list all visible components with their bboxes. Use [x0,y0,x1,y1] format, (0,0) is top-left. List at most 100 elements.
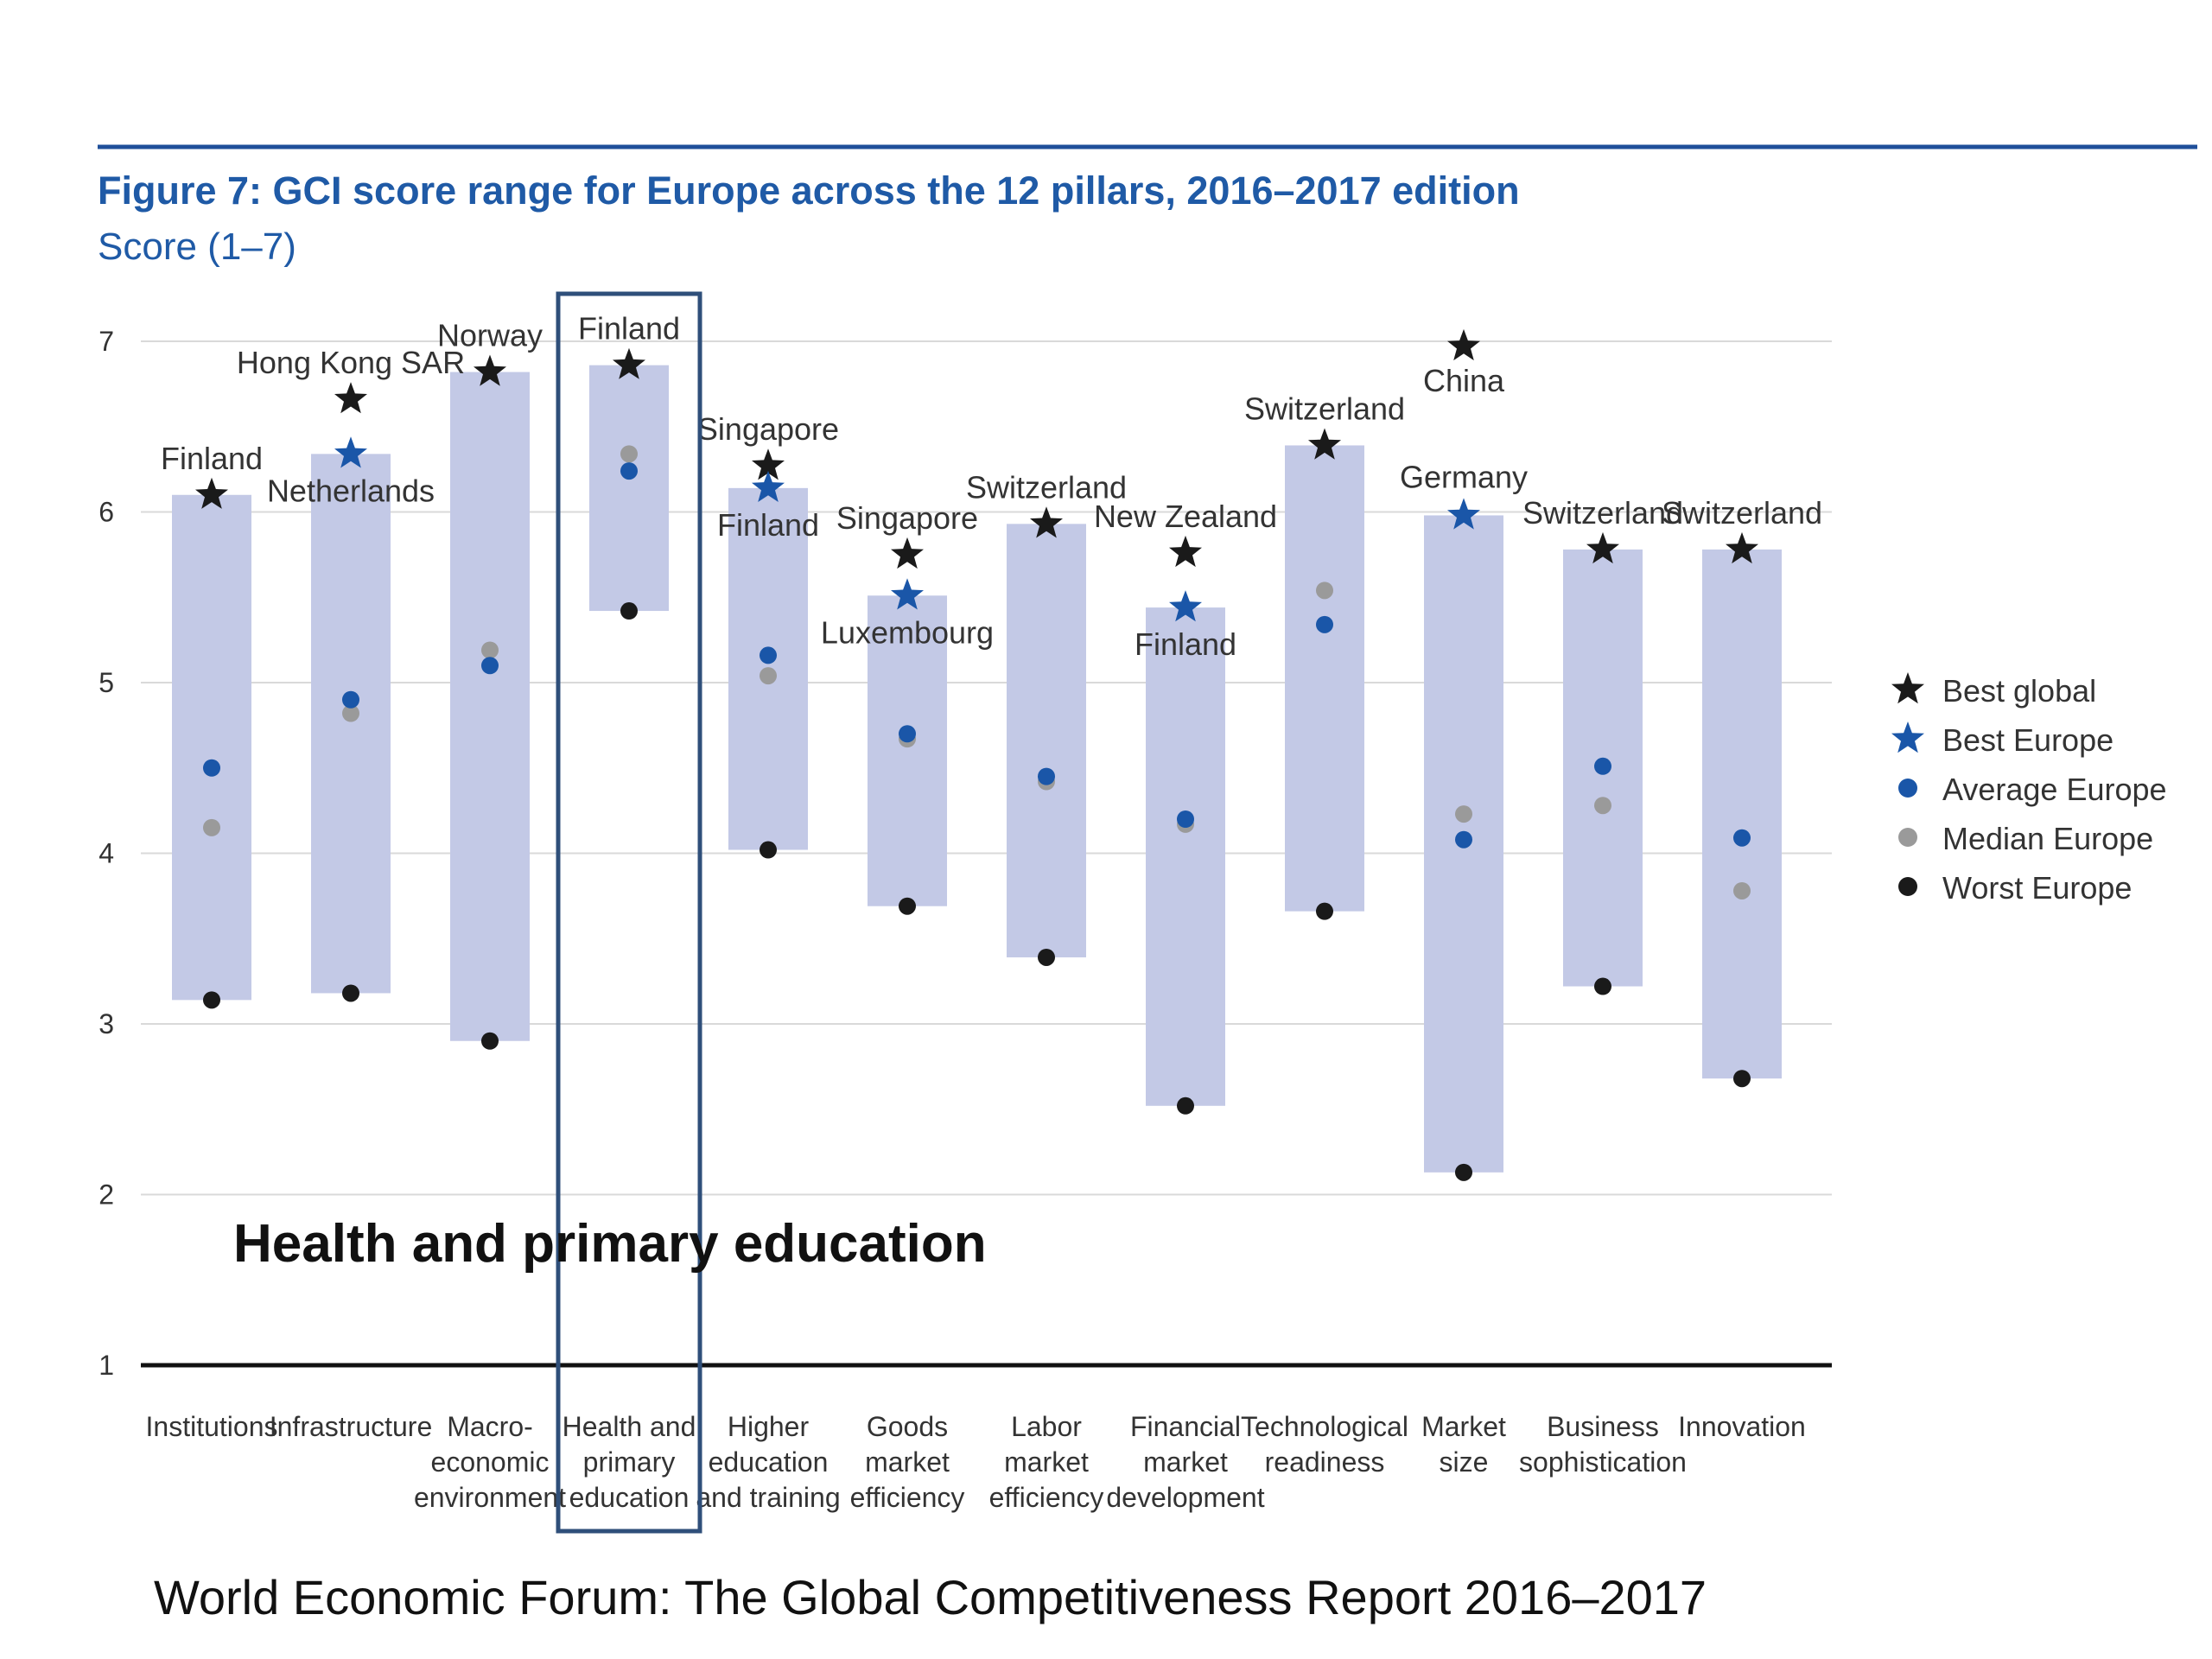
worst-europe-point [1455,1163,1472,1181]
legend-label: Worst Europe [1942,870,2132,906]
best-global-country-label: Hong Kong SAR [237,345,465,380]
worst-europe-point [481,1032,499,1050]
y-tick-label: 6 [99,497,114,528]
median-europe-point [620,445,638,463]
category-label: efficiency [989,1482,1104,1513]
source-note: World Economic Forum: The Global Competi… [154,1570,1707,1624]
best-europe-star [752,470,785,502]
legend-worst_europe-dot-icon [1898,877,1917,896]
best-global-star [1586,531,1619,564]
worst-europe-point [620,602,638,620]
best-global-country-label: Switzerland [1244,391,1405,426]
range-band [172,494,251,1001]
worst-europe-point [1733,1070,1751,1088]
median-europe-point [203,818,220,836]
category-label: Goods [867,1411,948,1442]
average-europe-point [1733,829,1751,847]
best-europe-star [334,436,367,468]
category-label: development [1106,1482,1264,1513]
markers [195,328,1758,1181]
median-europe-point [1455,805,1472,823]
range-band [589,365,669,612]
legend-label: Best global [1942,673,2096,709]
legend-best_europe-star-icon [1891,721,1924,753]
average-europe-point [760,646,777,664]
category-label: Macro- [447,1411,533,1442]
best-europe-star [1447,498,1480,530]
category-label: primary [583,1446,676,1478]
category-label: Infrastructure [270,1411,433,1442]
average-europe-point [1177,810,1194,828]
category-label: economic [431,1446,550,1478]
category-label: Labor [1011,1411,1082,1442]
callout-label: Health and primary education [233,1214,987,1274]
best-global-star [1030,506,1063,538]
category-label: Health and [563,1411,696,1442]
y-tick-label: 4 [99,838,114,869]
y-tick-label: 1 [99,1350,114,1381]
best-europe-country-label: Finland [1135,626,1236,662]
legend-best_global-star-icon [1891,672,1924,704]
best-global-star [1308,428,1341,460]
best-global-country-label: China [1423,363,1505,398]
y-tick-label: 5 [99,667,114,698]
best-global-star [1726,531,1758,564]
average-europe-point [481,657,499,675]
best-global-star [613,347,645,379]
legend-median_europe-dot-icon [1898,828,1917,847]
worst-europe-point [1594,977,1611,995]
category-label: Higher [728,1411,810,1442]
average-europe-point [620,462,638,480]
category-label: Market [1421,1411,1506,1442]
y-tick-label: 7 [99,326,114,357]
range-band [450,372,530,1041]
category-label: market [865,1446,950,1478]
best-europe-country-label: Netherlands [267,473,435,508]
category-label: size [1440,1446,1489,1478]
highlight-box [556,291,702,1534]
median-europe-point [760,667,777,685]
worst-europe-point [899,897,916,915]
best-global-star [891,537,924,569]
median-europe-point [1316,582,1333,600]
best-europe-country-label: Luxembourg [821,614,994,650]
best-global-star [334,382,367,414]
worst-europe-point [1316,902,1333,920]
category-label: Technological [1241,1411,1408,1442]
best-global-star [1447,328,1480,361]
category-label: and training [696,1482,840,1513]
best-global-country-label: Norway [437,318,543,353]
worst-europe-point [760,841,777,859]
legend-average_europe-dot-icon [1898,779,1917,798]
figure-subtitle: Score (1–7) [98,226,296,268]
range-band [1702,549,1782,1079]
best-global-country-label: Singapore [836,500,978,536]
figure-title: Figure 7: GCI score range for Europe acr… [98,168,1520,213]
median-europe-point [481,641,499,659]
country-labels: Finland Hong Kong SAR Netherlands Norway Fin… [161,311,1822,662]
range-band [868,595,947,906]
legend-label: Median Europe [1942,821,2153,856]
best-global-star [195,477,228,509]
category-label: Innovation [1678,1411,1806,1442]
category-label: sophistication [1519,1446,1687,1478]
range-band [1146,607,1225,1106]
legend: Best global Best Europe Average Europe Medi… [1891,672,2167,906]
category-label: market [1143,1446,1228,1478]
category-label: environment [414,1482,566,1513]
worst-europe-point [203,991,220,1009]
average-europe-point [203,759,220,777]
worst-europe-point [1177,1096,1194,1115]
best-europe-star [891,578,924,610]
median-europe-point [342,704,359,722]
best-global-country-label: Switzerland [966,469,1127,505]
category-label: readiness [1265,1446,1385,1478]
best-global-country-label: Switzerland [1522,495,1683,531]
best-europe-country-label: Germany [1400,459,1528,494]
category-label: Business [1547,1411,1659,1442]
category-label: education [709,1446,829,1478]
category-label: efficiency [850,1482,965,1513]
worst-europe-point [342,984,359,1002]
